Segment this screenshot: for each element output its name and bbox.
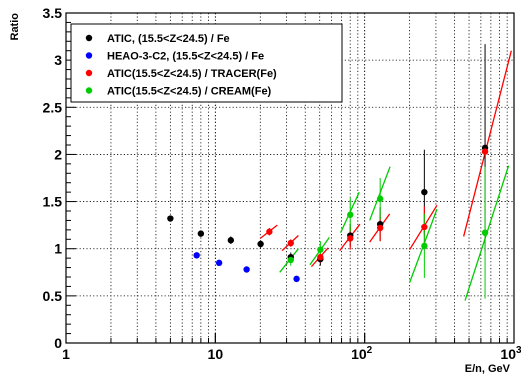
y-tick-label: 1.5 — [43, 194, 63, 210]
trend-line — [463, 50, 512, 237]
x-tick-label: 102 — [351, 345, 373, 362]
data-point — [481, 229, 489, 236]
x-tick-label-layer: 1 10 102 103 — [62, 345, 521, 362]
data-point — [215, 259, 223, 267]
x-tick-label-base: 10 — [351, 346, 367, 362]
legend-label: ATIC, (15.5<Z<24.5) / Fe — [107, 33, 230, 45]
legend-marker — [85, 69, 93, 77]
legend-label: ATIC(15.5<Z<24.5) / CREAM(Fe) — [107, 86, 272, 98]
x-axis-title: E/n, GeV — [465, 363, 511, 374]
tick-mark-layer — [65, 12, 515, 344]
legend-box — [70, 23, 343, 103]
data-point — [193, 252, 200, 259]
y-tick-label: 0 — [54, 335, 62, 351]
x-tick-label-base: 1 — [62, 346, 70, 362]
data-point — [347, 235, 354, 242]
data-point-layer — [167, 144, 489, 283]
data-point — [287, 256, 294, 264]
legend-marker — [85, 52, 93, 59]
plot-frame — [65, 12, 515, 344]
data-point — [317, 246, 324, 253]
y-tick-label: 0.5 — [43, 288, 63, 304]
data-point — [167, 215, 174, 222]
y-tick-label: 3.5 — [43, 5, 63, 21]
data-point — [227, 237, 235, 244]
data-point — [287, 239, 294, 247]
legend-marker — [85, 34, 93, 42]
data-point — [376, 224, 384, 232]
x-tick-label-base: 10 — [208, 346, 224, 362]
y-tick-label: 2 — [54, 146, 62, 162]
data-point — [293, 275, 300, 283]
data-point — [317, 254, 324, 261]
x-tick-label: 10 — [208, 346, 224, 362]
data-point — [421, 223, 428, 231]
data-point — [266, 228, 273, 235]
y-tick-label: 3 — [54, 52, 62, 68]
legend: ATIC, (15.5<Z<24.5) / Fe HEAO-3-C2, (15.5… — [70, 23, 343, 103]
legend-marker — [85, 87, 93, 94]
x-tick-label-exponent: 2 — [367, 345, 373, 356]
x-tick-label-base: 10 — [500, 346, 516, 362]
data-point — [481, 148, 489, 155]
data-point — [347, 211, 354, 218]
data-point — [421, 188, 428, 196]
y-tick-label: 2.5 — [43, 99, 63, 115]
legend-label: ATIC(15.5<Z<24.5) / TRACER(Fe) — [107, 68, 277, 80]
y-tick-label-layer: 0 0.5 1 1.5 2 2.5 3 3.5 — [43, 5, 63, 351]
data-point — [376, 195, 384, 202]
data-point — [243, 266, 250, 273]
x-tick-label: 103 — [500, 345, 521, 362]
data-point — [257, 240, 264, 248]
y-tick-label: 1 — [54, 241, 62, 257]
x-tick-label: 1 — [62, 346, 70, 362]
x-tick-label-exponent: 3 — [516, 345, 521, 356]
y-axis-title: Ratio — [9, 13, 21, 41]
legend-label: HEAO-3-C2, (15.5<Z<24.5) / Fe — [107, 51, 264, 63]
data-point — [421, 242, 428, 250]
data-point — [197, 230, 205, 237]
